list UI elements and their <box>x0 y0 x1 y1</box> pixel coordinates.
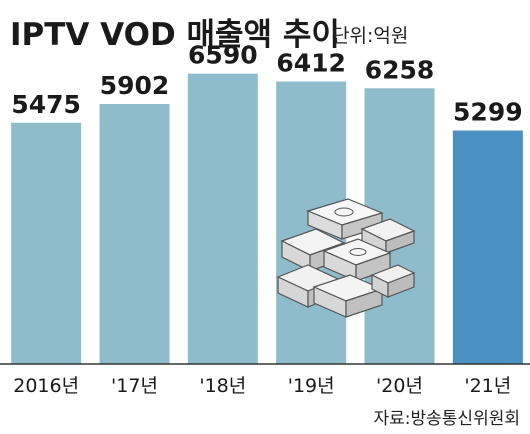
x-tick-label-1: '17년 <box>111 375 158 397</box>
bar-1 <box>99 103 170 365</box>
x-tick-label-2: '18년 <box>199 375 246 397</box>
money-bundle-lower-right <box>370 264 416 298</box>
x-tick-label-5: '21년 <box>464 375 511 397</box>
money-stack-illustration <box>276 198 416 318</box>
x-tick-label-0: 2016년 <box>13 375 79 397</box>
money-bundle-upper-right <box>360 218 416 254</box>
value-label-3: 6412 <box>276 49 346 78</box>
bars-group: 5475 5902 6590 6412 6258 5299 <box>11 41 523 365</box>
bar-0 <box>11 122 82 364</box>
money-bundle-top <box>306 198 384 240</box>
money-bundle-middle <box>322 238 392 282</box>
x-tick-label-3: '19년 <box>288 375 335 397</box>
chart-title: IPTV VOD 매출액 추이 <box>10 17 340 53</box>
money-bundle-lower-center <box>312 274 384 318</box>
value-label-5: 5299 <box>453 98 523 127</box>
unit-label: 단위:억원 <box>332 25 408 47</box>
bar-5 <box>452 130 523 364</box>
bar-2 <box>187 73 258 365</box>
x-tick-label-4: '20년 <box>376 375 423 397</box>
value-label-4: 6258 <box>365 55 435 84</box>
value-label-0: 5475 <box>11 90 81 119</box>
value-label-1: 5902 <box>100 71 170 100</box>
source-label: 자료:방송통신위원회 <box>374 409 521 429</box>
value-label-2: 6590 <box>188 41 258 70</box>
x-axis-ticks: 2016년 '17년 '18년 '19년 '20년 '21년 <box>13 375 511 397</box>
